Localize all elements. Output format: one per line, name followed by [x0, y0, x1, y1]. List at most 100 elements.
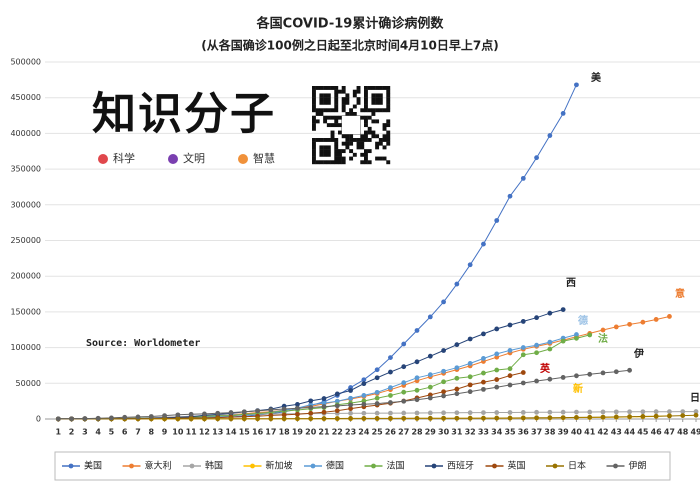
data-point [334, 403, 340, 409]
x-tick-label: 26 [385, 428, 397, 437]
qr-cell [312, 160, 316, 165]
data-point [441, 393, 446, 399]
qr-cell [334, 104, 339, 109]
data-point [640, 409, 646, 415]
data-point [175, 416, 181, 422]
chart-subtitle: (从各国确诊100例之日起至北京时间4月10日早上7点) [201, 38, 498, 53]
qr-cell [341, 89, 346, 94]
data-point [374, 389, 380, 395]
data-point [175, 412, 181, 418]
y-tick-label: 300000 [10, 200, 41, 209]
qr-cell [323, 108, 328, 113]
qr-cell [312, 119, 316, 124]
series-label: 新 [573, 382, 583, 395]
x-tick-label: 22 [332, 428, 343, 437]
qr-cell [334, 160, 339, 165]
data-point [361, 410, 367, 416]
data-point [95, 415, 101, 421]
qr-cell [330, 123, 335, 128]
qr-cell [345, 138, 350, 142]
data-point [560, 415, 566, 421]
qr-cell [386, 104, 391, 109]
data-point [388, 400, 393, 405]
qr-cell [330, 108, 335, 113]
data-point [202, 416, 207, 422]
data-point [560, 307, 566, 312]
data-point [334, 398, 340, 404]
qr-cell [371, 112, 376, 116]
data-point [467, 382, 473, 388]
data-point [627, 414, 632, 420]
qr-cell [360, 152, 365, 157]
data-point [534, 415, 539, 421]
qr-cell [356, 100, 361, 105]
qr-center [341, 115, 361, 135]
data-point [401, 415, 407, 421]
qr-cell [386, 119, 391, 124]
data-point [560, 375, 566, 380]
data-point [348, 416, 353, 421]
x-tick-label: 45 [637, 428, 649, 437]
qr-cell [352, 89, 357, 94]
data-point [361, 377, 367, 383]
qr-cell [352, 152, 357, 157]
legend-swatch-dot [129, 463, 134, 469]
data-point [414, 410, 420, 416]
data-point [587, 371, 593, 377]
data-point [427, 372, 433, 378]
data-point [361, 393, 367, 398]
qr-cell [378, 156, 383, 161]
data-point [374, 395, 380, 401]
data-point [627, 367, 632, 373]
data-point [454, 386, 460, 392]
qr-cell [319, 93, 324, 98]
data-point [401, 398, 407, 404]
qr-cell [319, 100, 324, 105]
qr-cell [364, 134, 368, 139]
qr-cell [315, 119, 320, 124]
qr-cell [326, 152, 331, 157]
data-point [295, 405, 300, 411]
x-tick-label: 39 [558, 428, 570, 437]
data-point [667, 314, 672, 319]
qr-cell [364, 138, 368, 142]
qr-cell [382, 156, 387, 161]
x-tick-label: 40 [571, 428, 583, 437]
data-point [441, 379, 446, 385]
legend-swatch-dot [431, 463, 437, 469]
qr-cell [349, 112, 354, 116]
data-point [441, 389, 446, 395]
logo-dot [168, 154, 178, 164]
qr-cell [330, 130, 335, 135]
data-point [680, 413, 686, 418]
data-point [348, 395, 353, 401]
qr-cell [349, 138, 354, 142]
qr-cell [386, 160, 391, 165]
qr-cell [371, 93, 376, 98]
qr-cell [345, 141, 350, 146]
data-point [348, 406, 353, 412]
data-point [281, 406, 287, 412]
data-point [574, 373, 579, 379]
qr-cell [386, 108, 391, 113]
qr-cell [345, 145, 350, 150]
qr-cell [375, 100, 380, 105]
qr-cell [386, 134, 391, 139]
x-tick-label: 38 [544, 428, 556, 437]
data-point [494, 351, 500, 357]
data-point [507, 347, 513, 353]
logo-name: 知识分子 [92, 89, 276, 140]
data-point [574, 335, 579, 341]
qr-cell [378, 93, 383, 98]
qr-cell [338, 89, 342, 94]
qr-cell [319, 149, 324, 154]
data-point [228, 416, 234, 422]
data-point [600, 414, 606, 420]
qr-cell [367, 149, 372, 154]
qr-cell [382, 86, 387, 90]
data-point [334, 391, 340, 397]
qr-cell [312, 152, 316, 157]
data-point [494, 218, 500, 223]
x-tick-label: 42 [597, 428, 608, 437]
data-point [388, 369, 393, 375]
